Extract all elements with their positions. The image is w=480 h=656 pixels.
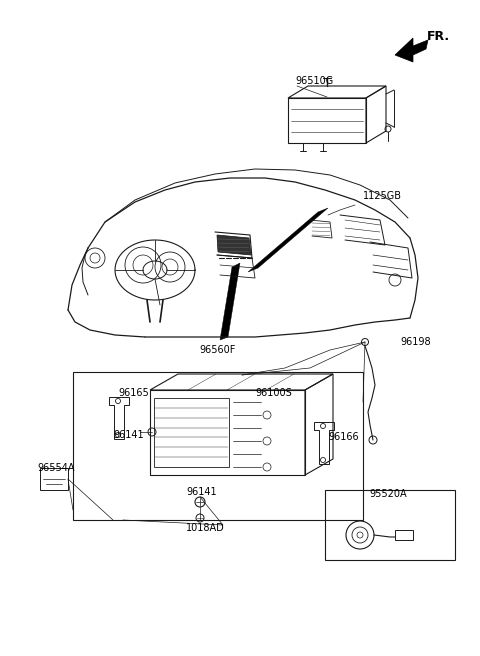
- Text: 96198: 96198: [400, 337, 431, 347]
- Bar: [325, 490, 455, 560]
- Text: 96560F: 96560F: [200, 345, 236, 355]
- Bar: [40, 468, 68, 490]
- Text: 95520A: 95520A: [369, 489, 407, 499]
- Text: 1125GB: 1125GB: [363, 191, 402, 201]
- Polygon shape: [217, 235, 251, 255]
- Polygon shape: [395, 38, 428, 62]
- Text: 96141: 96141: [187, 487, 217, 497]
- Text: 96554A: 96554A: [37, 463, 74, 473]
- Polygon shape: [220, 263, 240, 340]
- Bar: [395, 530, 413, 540]
- Text: 96510G: 96510G: [295, 76, 333, 86]
- Bar: [154, 398, 229, 467]
- Polygon shape: [248, 208, 328, 272]
- Text: 96166: 96166: [328, 432, 359, 442]
- Text: FR.: FR.: [427, 30, 450, 43]
- Text: 96165: 96165: [118, 388, 149, 398]
- Text: 1018AD: 1018AD: [186, 523, 224, 533]
- Text: 96141: 96141: [113, 430, 144, 440]
- Text: 96100S: 96100S: [255, 388, 292, 398]
- Bar: [73, 372, 363, 520]
